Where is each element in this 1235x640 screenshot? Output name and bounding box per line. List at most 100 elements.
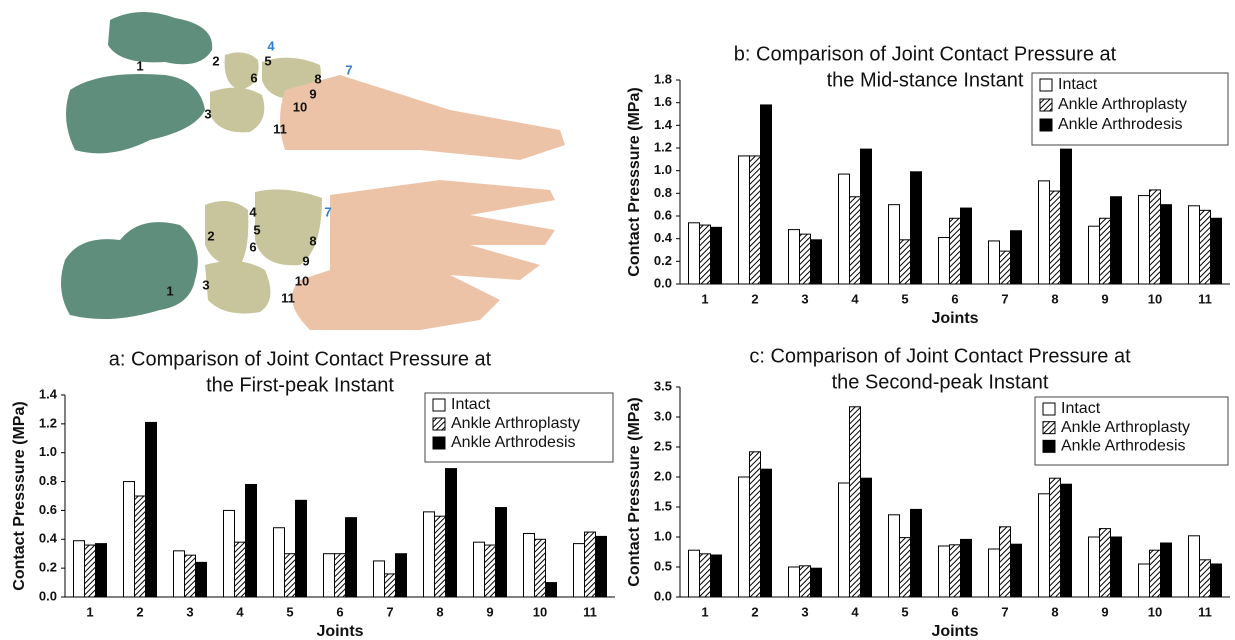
x-tick-label: 3 bbox=[801, 604, 808, 619]
talus bbox=[108, 12, 212, 64]
bar bbox=[1161, 205, 1172, 284]
y-tick-label: 1.2 bbox=[39, 415, 57, 430]
legend-label: Ankle Arthrodesis bbox=[1061, 438, 1186, 455]
chart-title: the Second-peak Instant bbox=[832, 371, 1049, 393]
joint-label: 6 bbox=[250, 70, 257, 85]
bar bbox=[761, 105, 772, 284]
joint-label: 11 bbox=[281, 290, 295, 305]
cuneiforms bbox=[255, 190, 322, 266]
bar bbox=[446, 469, 457, 597]
bar bbox=[235, 542, 246, 597]
x-tick-label: 11 bbox=[583, 604, 597, 619]
bar bbox=[700, 225, 711, 284]
bar bbox=[989, 549, 1000, 597]
bar bbox=[574, 544, 585, 597]
legend-label: Ankle Arthrodesis bbox=[1058, 116, 1183, 133]
bar bbox=[1000, 527, 1011, 597]
bar bbox=[950, 545, 961, 597]
joint-label: 8 bbox=[314, 71, 321, 86]
bar bbox=[496, 508, 507, 597]
bar bbox=[174, 551, 185, 597]
bar bbox=[700, 554, 711, 597]
y-tick-label: 1.0 bbox=[654, 528, 672, 543]
bar bbox=[1200, 560, 1211, 597]
x-tick-label: 9 bbox=[1101, 291, 1108, 306]
bar bbox=[811, 568, 822, 597]
x-tick-label: 6 bbox=[336, 604, 343, 619]
x-tick-label: 9 bbox=[486, 604, 493, 619]
x-tick-label: 9 bbox=[1101, 604, 1108, 619]
bar bbox=[1150, 190, 1161, 284]
bar bbox=[711, 555, 722, 597]
y-tick-label: 0.8 bbox=[39, 473, 57, 488]
bar bbox=[989, 241, 1000, 284]
joint-label: 3 bbox=[204, 106, 211, 121]
bar bbox=[1039, 494, 1050, 597]
joint-label: 2 bbox=[212, 53, 219, 68]
y-tick-label: 0.6 bbox=[39, 502, 57, 517]
bar bbox=[435, 516, 446, 597]
chart-title: the Mid-stance Instant bbox=[827, 69, 1024, 91]
bar bbox=[850, 197, 861, 284]
legend-label: Ankle Arthrodesis bbox=[451, 434, 576, 451]
bar bbox=[385, 574, 396, 597]
y-tick-label: 2.0 bbox=[654, 468, 672, 483]
bar bbox=[711, 227, 722, 284]
y-tick-label: 0.8 bbox=[654, 185, 672, 200]
bar bbox=[1211, 564, 1222, 597]
bar bbox=[1000, 251, 1011, 284]
bar bbox=[374, 561, 385, 597]
y-tick-label: 0.4 bbox=[654, 230, 673, 245]
bar bbox=[939, 546, 950, 597]
y-tick-label: 0.0 bbox=[39, 588, 57, 603]
bar bbox=[1050, 191, 1061, 284]
joint-label: 1 bbox=[136, 58, 143, 73]
y-tick-label: 3.0 bbox=[654, 408, 672, 423]
y-axis-title: Contact Presssure (MPa) bbox=[626, 87, 643, 276]
joint-label: 3 bbox=[202, 277, 209, 292]
bar bbox=[596, 536, 607, 597]
legend-label: Ankle Arthroplasty bbox=[1061, 419, 1190, 436]
x-tick-label: 2 bbox=[751, 291, 758, 306]
bar bbox=[800, 234, 811, 284]
bar bbox=[224, 510, 235, 597]
hindfoot bbox=[61, 222, 198, 319]
bar bbox=[839, 483, 850, 597]
bar bbox=[739, 477, 750, 597]
bar bbox=[1211, 218, 1222, 284]
legend-label: Intact bbox=[451, 396, 491, 413]
bar bbox=[689, 550, 700, 597]
bar bbox=[474, 542, 485, 597]
legend-label: Intact bbox=[1061, 400, 1101, 417]
x-tick-label: 7 bbox=[1001, 291, 1008, 306]
legend-swatch bbox=[1043, 403, 1055, 415]
bar bbox=[335, 554, 346, 597]
bar bbox=[1100, 529, 1111, 597]
bar bbox=[324, 554, 335, 597]
y-tick-label: 1.0 bbox=[39, 444, 57, 459]
joint-label: 9 bbox=[302, 253, 309, 268]
bar bbox=[1061, 149, 1072, 284]
x-axis-title: Joints bbox=[316, 623, 363, 640]
x-tick-label: 4 bbox=[236, 604, 244, 619]
bar bbox=[750, 452, 761, 597]
joint-label: 1 bbox=[166, 283, 173, 298]
bar bbox=[900, 538, 911, 597]
x-tick-label: 5 bbox=[901, 604, 908, 619]
x-tick-label: 6 bbox=[951, 291, 958, 306]
y-tick-label: 0.0 bbox=[654, 275, 672, 290]
bar bbox=[485, 545, 496, 597]
joint-label: 4 bbox=[249, 204, 257, 219]
bar bbox=[146, 422, 157, 597]
bar bbox=[1050, 478, 1061, 597]
bar bbox=[900, 240, 911, 284]
cuboid bbox=[205, 261, 270, 314]
cuboid bbox=[210, 88, 264, 133]
joint-label: 5 bbox=[264, 53, 271, 68]
bar bbox=[396, 554, 407, 597]
x-tick-label: 11 bbox=[1198, 291, 1212, 306]
bar bbox=[274, 528, 285, 597]
bar bbox=[424, 512, 435, 597]
metatarsals bbox=[280, 75, 565, 160]
x-tick-label: 1 bbox=[701, 604, 708, 619]
